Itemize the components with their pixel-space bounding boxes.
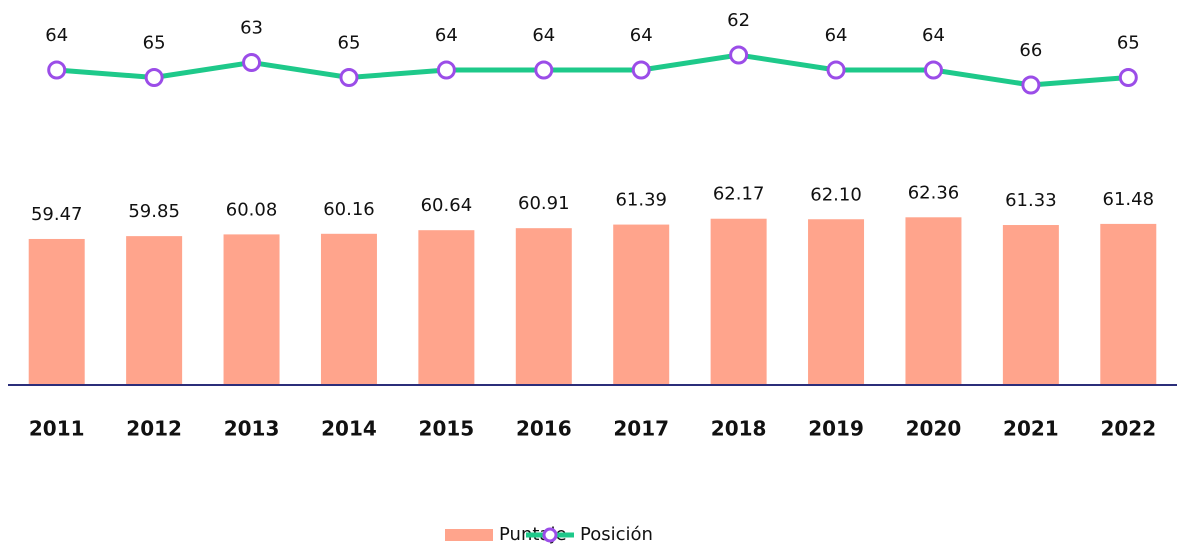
marker (242, 53, 262, 72)
line-value-label: 64 (532, 25, 555, 46)
x-tick-label: 2011 (29, 417, 85, 441)
bar-value-label: 62.36 (908, 182, 960, 203)
marker (144, 68, 164, 87)
marker (339, 68, 359, 87)
x-tick-label: 2021 (1003, 417, 1059, 441)
legend-swatch (445, 529, 493, 541)
bar (418, 230, 475, 385)
line-value-label: 64 (922, 25, 945, 46)
x-tick-label: 2016 (516, 417, 572, 441)
bar-value-label: 62.10 (810, 184, 862, 205)
bar (710, 218, 767, 385)
bar (905, 217, 962, 385)
line-value-label: 64 (435, 25, 458, 46)
line-value-label: 62 (727, 10, 750, 31)
marker (534, 60, 554, 80)
line-value-label: 65 (338, 33, 361, 54)
bar-value-label: 59.85 (128, 201, 180, 222)
x-tick-label: 2017 (613, 417, 669, 441)
marker (436, 60, 456, 80)
bar-value-label: 60.91 (518, 193, 570, 214)
x-tick-label: 2015 (419, 417, 475, 441)
bar-value-label: 60.64 (421, 195, 473, 216)
marker (631, 60, 651, 80)
bar-value-label: 60.16 (323, 199, 375, 220)
line-value-label: 66 (1019, 40, 1042, 61)
bar-value-label: 61.39 (615, 190, 667, 211)
legend-label: Posición (580, 524, 653, 545)
marker (47, 60, 67, 80)
bar (1002, 225, 1059, 385)
marker (1118, 68, 1138, 87)
bar-value-label: 61.48 (1103, 189, 1155, 210)
x-tick-label: 2019 (808, 417, 864, 441)
bar (320, 233, 377, 385)
marker (923, 60, 943, 80)
bar (515, 228, 572, 385)
bar (808, 219, 865, 385)
x-tick-label: 2013 (224, 417, 280, 441)
x-tick-label: 2022 (1100, 417, 1156, 441)
marker (729, 45, 749, 65)
bar-value-label: 62.17 (713, 184, 765, 205)
line-value-label: 65 (1117, 33, 1140, 54)
bar-value-label: 61.33 (1005, 190, 1057, 211)
x-tick-label: 2014 (321, 417, 377, 441)
line-value-label: 64 (630, 25, 653, 46)
bar (613, 224, 670, 385)
line (56, 52, 1129, 88)
line-value-label: 63 (240, 18, 263, 39)
marker (826, 60, 846, 80)
bar-value-label: 60.08 (226, 199, 278, 220)
bar (1100, 223, 1157, 385)
bar-value-label: 59.47 (31, 204, 83, 225)
x-tick-label: 2020 (906, 417, 962, 441)
x-tick-label: 2012 (126, 417, 182, 441)
legend-marker (542, 527, 558, 543)
line-value-label: 64 (45, 25, 68, 46)
marker (1021, 75, 1041, 95)
x-tick-label: 2018 (711, 417, 767, 441)
bar (223, 234, 280, 385)
line-value-label: 64 (825, 25, 848, 46)
bar (28, 238, 85, 385)
bar (126, 236, 183, 385)
line-value-label: 65 (143, 33, 166, 54)
